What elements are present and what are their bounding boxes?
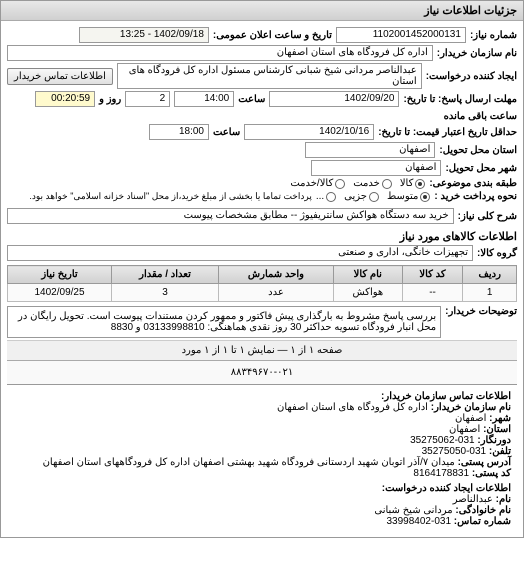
contact-section-title: اطلاعات تماس سازمان خریدار: <box>13 391 511 402</box>
nature-label: نحوه پرداخت خرید : <box>434 191 517 202</box>
type-radio-group: کالا خدمت کالا/خدمت <box>290 178 425 189</box>
table-header-row: ردیف کد کالا نام کالا واحد شمارش تعداد /… <box>8 266 517 284</box>
days-remaining-field: 2 <box>125 91 170 107</box>
city-label: شهر محل تحویل: <box>445 163 517 174</box>
contact-info-block: اطلاعات تماس سازمان خریدار: نام سازمان خ… <box>7 384 517 533</box>
radio-partial[interactable] <box>369 192 379 202</box>
notes-label: توضیحات خریدار: <box>445 306 517 317</box>
goods-group-label: گروه کالا: <box>477 248 517 259</box>
validity-date-field: 1402/10/16 <box>244 124 374 140</box>
payment-note: پرداخت تماما یا بخشی از مبلغ خرید،از محل… <box>29 191 311 202</box>
deadline-date-field: 1402/09/20 <box>269 91 399 107</box>
time-label-1: ساعت <box>238 94 265 105</box>
radio-both[interactable] <box>335 179 345 189</box>
announce-field: 1402/09/18 - 13:25 <box>79 27 209 43</box>
req-number-field: 1102001452000131 <box>336 27 466 43</box>
nature-radio-group: متوسط جزیی ... <box>316 191 431 202</box>
radio-service[interactable] <box>382 179 392 189</box>
radio-medium[interactable] <box>420 192 430 202</box>
req-number-label: شماره نیاز: <box>470 30 517 41</box>
budget-label: طبقه بندی موضوعی: <box>429 178 517 189</box>
province-label: استان محل تحویل: <box>439 145 517 156</box>
radio-goods[interactable] <box>415 179 425 189</box>
goods-group-field: تجهیزات خانگی، اداری و صنعتی <box>7 245 473 261</box>
main-panel: جزئیات اطلاعات نیاز شماره نیاز: 11020014… <box>0 0 524 538</box>
deadline-time-field: 14:00 <box>174 91 234 107</box>
buyer-contact-button[interactable]: اطلاعات تماس خریدار <box>7 68 113 85</box>
footer-tel: ۸۸۳۴۹۶۷۰-۰۲۱ <box>7 360 517 384</box>
requester-label: ایجاد کننده درخواست: <box>426 71 517 82</box>
buyer-field: اداره کل فرودگاه های استان اصفهان <box>7 45 433 61</box>
days-label: روز و <box>99 94 121 105</box>
province-field: اصفهان <box>305 142 435 158</box>
pagination-text: صفحه ۱ از ۱ — نمایش ۱ تا ۱ از ۱ مورد <box>182 345 343 356</box>
th-row: ردیف <box>463 266 517 284</box>
time-remaining-field: 00:20:59 <box>35 91 95 107</box>
city-field: اصفهان <box>311 160 441 176</box>
need-title-label: شرح کلی نیاز: <box>458 211 517 222</box>
th-date: تاریخ نیاز <box>8 266 112 284</box>
content-area: شماره نیاز: 1102001452000131 تاریخ و ساع… <box>1 21 523 537</box>
time-label-2: ساعت <box>213 127 240 138</box>
pagination-bar: صفحه ۱ از ۱ — نمایش ۱ تا ۱ از ۱ مورد <box>7 340 517 360</box>
need-title-field: خرید سه دستگاه هواکش سانتریفیوژ -- مطابق… <box>7 208 454 224</box>
notes-field: بررسی پاسخ مشروط به بارگذاری پیش فاکتور … <box>7 306 441 338</box>
buyer-label: نام سازمان خریدار: <box>437 48 517 59</box>
validity-time-field: 18:00 <box>149 124 209 140</box>
announce-label: تاریخ و ساعت اعلان عمومی: <box>213 30 332 41</box>
goods-table: ردیف کد کالا نام کالا واحد شمارش تعداد /… <box>7 265 517 302</box>
requester-field: عبدالناصر مردانی شیخ شبانی کارشناس مسئول… <box>117 63 422 89</box>
th-code: کد کالا <box>402 266 463 284</box>
th-unit: واحد شمارش <box>219 266 334 284</box>
th-qty: تعداد / مقدار <box>112 266 219 284</box>
validity-label: حداقل تاریخ اعتبار قیمت: تا تاریخ: <box>378 127 517 138</box>
creator-section-title: اطلاعات ایجاد کننده درخواست: <box>13 483 511 494</box>
goods-section-title: اطلاعات کالاهای مورد نیاز <box>7 230 517 243</box>
remaining-label: ساعت باقی مانده <box>444 111 517 122</box>
th-name: نام کالا <box>333 266 402 284</box>
table-row[interactable]: 1 -- هواکش عدد 3 1402/09/25 <box>8 284 517 302</box>
panel-title: جزئیات اطلاعات نیاز <box>1 1 523 21</box>
radio-none[interactable] <box>326 192 336 202</box>
deadline-label: مهلت ارسال پاسخ: تا تاریخ: <box>403 94 517 105</box>
